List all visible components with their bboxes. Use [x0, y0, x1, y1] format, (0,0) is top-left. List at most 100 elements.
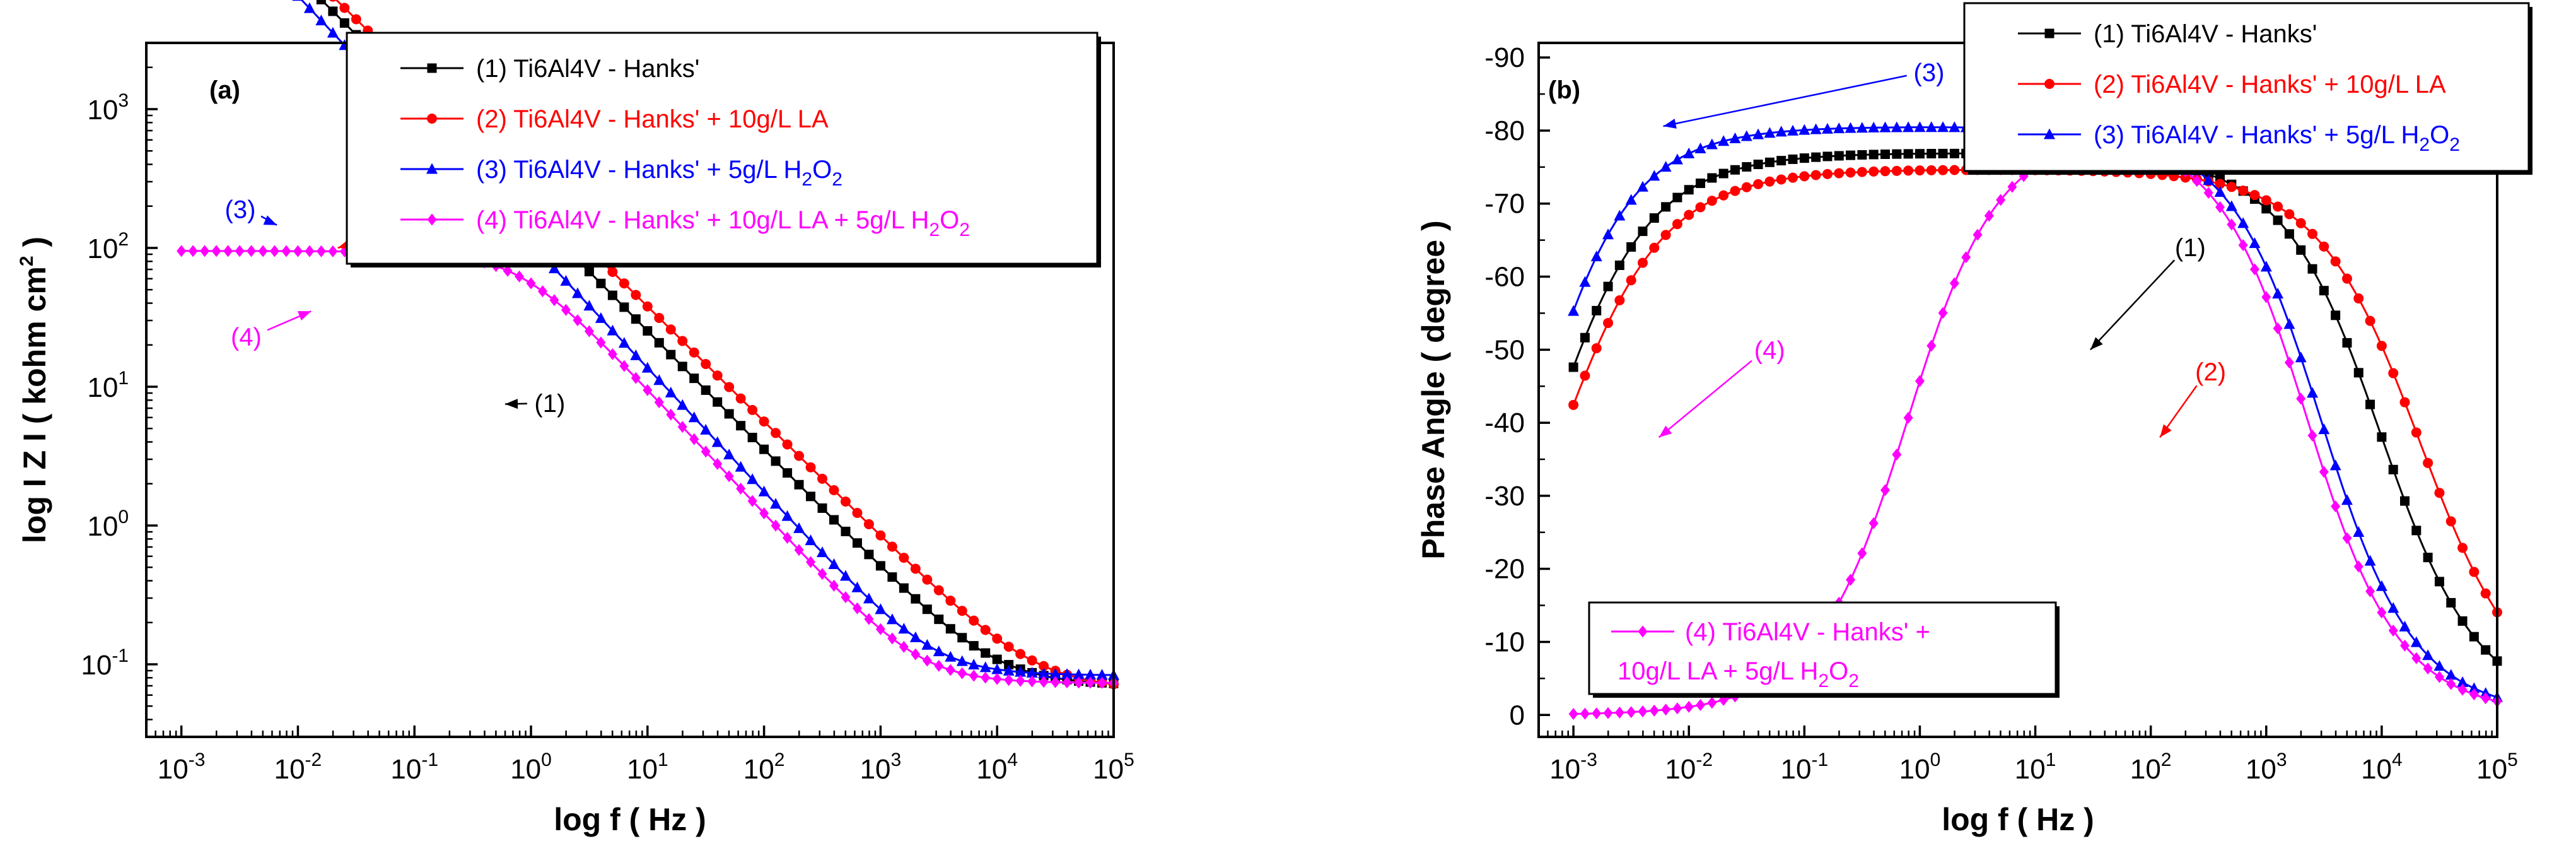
series-1-point [1868, 150, 1879, 160]
series-2-point [1591, 343, 1602, 353]
series-4-point [188, 245, 198, 257]
series-4-point [293, 245, 303, 257]
series-1-point [841, 526, 851, 536]
legend-marker [1638, 625, 1648, 638]
series-4-point [1938, 307, 1948, 319]
series-1-point [852, 538, 862, 548]
series-2-point [1741, 182, 1752, 192]
series-3-point [1729, 132, 1741, 143]
series-2-point [2341, 273, 2352, 284]
series-4-point [2296, 392, 2306, 405]
series-4-point [724, 470, 734, 483]
series-4-point [806, 556, 816, 568]
series-4-point [713, 457, 723, 470]
series-3-point [1845, 122, 1856, 133]
panel-label: (b) [1548, 76, 1580, 104]
series-4-point [1707, 696, 1717, 709]
x-tick-label: 10-1 [390, 749, 438, 785]
series-1-point [875, 561, 885, 571]
x-tick-label: 10-3 [158, 749, 206, 785]
series-2-point [875, 530, 886, 541]
series-3-point [898, 623, 910, 634]
y-axis-label: Phase Angle ( degree ) [1416, 220, 1451, 559]
series-3-point [2375, 580, 2387, 591]
series-4-point [1868, 517, 1879, 529]
series-2-point [1834, 168, 1845, 179]
series-3-point [1648, 170, 1660, 181]
series-1-point [643, 326, 653, 336]
series-3-point [665, 386, 677, 397]
series-3-point [711, 436, 723, 447]
x-tick-label: 104 [2361, 749, 2403, 785]
series-3-point [863, 592, 875, 604]
y-tick-label: 101 [87, 368, 129, 403]
series-2-point [2238, 185, 2249, 196]
series-4-point [2319, 466, 2329, 478]
series-1-point [2284, 229, 2294, 239]
series-3-point [805, 534, 817, 546]
series-2-point [2423, 457, 2433, 468]
series-1-point [945, 624, 955, 634]
y-tick-label: 103 [87, 90, 129, 126]
series-3-point [2457, 676, 2469, 687]
series-2-point [829, 485, 839, 495]
series-4-point [2273, 322, 2283, 334]
series-1-point [806, 491, 816, 502]
legend-label: (1) Ti6Al4V - Hanks' [2094, 20, 2317, 48]
series-3-point [688, 411, 700, 423]
legend-label: (3) Ti6Al4V - Hanks' + 5g/L H2O2 [476, 156, 842, 190]
series-2-point [1926, 165, 1937, 175]
series-3-point [2260, 261, 2272, 272]
series-2-point [1856, 167, 1867, 177]
x-tick-label: 10-1 [1781, 749, 1829, 785]
series-1-point [1696, 179, 1706, 189]
series-1-point [1753, 160, 1763, 170]
series-1-point [1880, 150, 1891, 160]
series-4-point [794, 544, 804, 556]
series-3-point [770, 498, 782, 509]
series-4-point [887, 632, 897, 645]
annotation-4: (4) [1658, 336, 1785, 438]
annotation-arrowhead [2090, 337, 2103, 350]
series-2-point [980, 625, 991, 635]
series-4-point [1051, 676, 1061, 688]
series-3-point [839, 570, 851, 581]
series-3-point [781, 510, 793, 521]
series-1-point [1926, 149, 1937, 159]
series-2-point [1730, 185, 1740, 196]
series-2-point [2215, 179, 2225, 189]
x-axis: 10-3 10-2 10-1 100 101 102 103 104 105 [1547, 726, 2518, 785]
series-3-point [1049, 667, 1061, 679]
legend-secondary: (4) Ti6Al4V - Hanks' + 10g/L LA + 5g/L H2… [1588, 601, 2060, 698]
series-1-point [2388, 464, 2398, 474]
series-4-point [1672, 702, 1682, 715]
series-3-point [677, 399, 689, 410]
series-3-point [2422, 649, 2434, 661]
series-2-point [1788, 172, 1798, 183]
series-1-point [1626, 242, 1636, 252]
series-1-point [2331, 310, 2341, 320]
legend-marker [2044, 79, 2054, 89]
annotation-label: (3) [225, 196, 256, 224]
series-1-point [969, 641, 979, 651]
series-4-point [1684, 700, 1694, 713]
series-1-point [2457, 616, 2468, 626]
series-1-point [584, 266, 594, 276]
y-tick-label: -40 [1484, 408, 1525, 438]
series-4-point [211, 245, 221, 257]
series-4-point [2481, 692, 2491, 705]
series-2-point [2261, 195, 2271, 206]
series-4-point [503, 264, 513, 277]
series-2-point [1580, 370, 1590, 381]
series-2-point [654, 313, 665, 324]
legend-marker [426, 163, 438, 174]
series-4-point [2249, 263, 2259, 276]
series-4-point [2215, 201, 2225, 213]
series-2-point [2273, 201, 2283, 212]
legend-entry-3: (3) Ti6Al4V - Hanks' + 5g/L H2O2 [400, 156, 842, 190]
series-2-point [817, 473, 828, 484]
series-2-point [2180, 172, 2191, 183]
series-2-point [1637, 257, 1648, 268]
series-4-point [759, 507, 769, 520]
annotation-label: (3) [1914, 59, 1945, 86]
